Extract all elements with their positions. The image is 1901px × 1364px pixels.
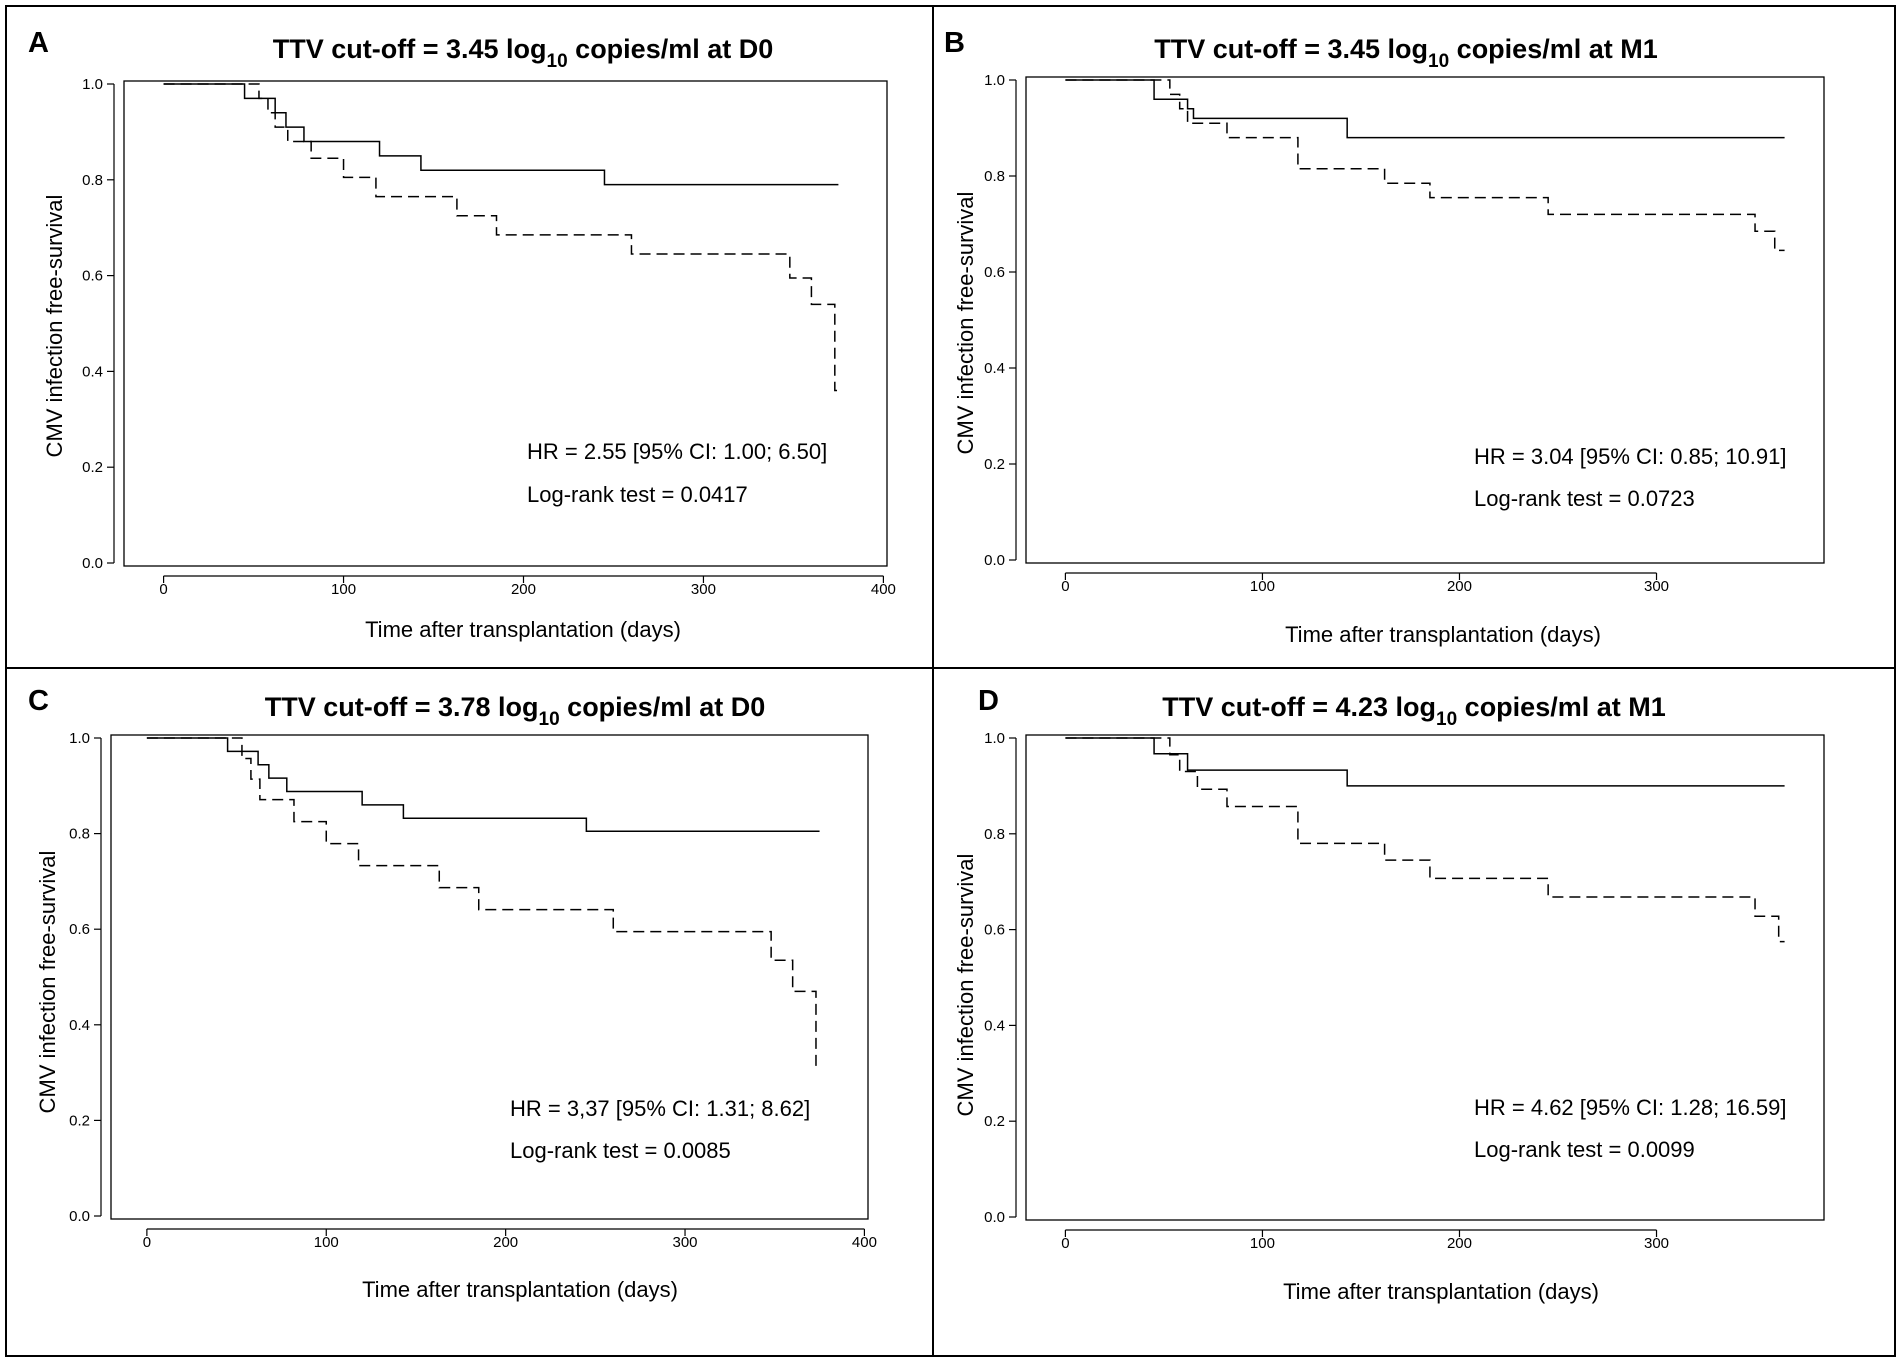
panel-a-y-tick-label: 0.2 xyxy=(82,459,103,476)
panel-a-xlabel: Time after transplantation (days) xyxy=(365,617,681,642)
panel-c-y-tick-label: 1.0 xyxy=(69,730,90,747)
panel-d-y-tick-label: 0.0 xyxy=(984,1209,1005,1226)
panel-c-x-tick-label: 400 xyxy=(852,1234,877,1251)
panel-b-y-tick-label: 0.8 xyxy=(984,168,1005,185)
panel-c-logrank: Log-rank test = 0.0085 xyxy=(510,1138,731,1163)
panel-d: D TTV cut-off = 4.23 log10 copies/ml at … xyxy=(953,685,1825,1304)
panel-a-plot: 0 100 200 300 400 0.0 0.2 0.4 0.6 0.8 1.0 xyxy=(82,76,896,598)
panel-a-plot-frame xyxy=(123,80,888,567)
panel-c-x-tick-label: 300 xyxy=(673,1234,698,1251)
panel-c-dashed-curve xyxy=(146,737,820,1069)
panel-c-y-tick-label: 0.6 xyxy=(69,921,90,938)
panel-d-y-tick-label: 0.4 xyxy=(984,1017,1005,1034)
panel-c-y-tick-label: 0.8 xyxy=(69,826,90,843)
panel-a-logrank: Log-rank test = 0.0417 xyxy=(527,482,748,507)
panel-b-x-tick-label: 300 xyxy=(1644,578,1669,595)
panel-a-y-tick-label: 0.8 xyxy=(82,172,103,189)
panel-c-y-tick-label: 0.2 xyxy=(69,1112,90,1129)
panel-letter-b: B xyxy=(944,27,965,59)
panel-b-y-tick-label: 1.0 xyxy=(984,72,1005,89)
panel-c-y-tick-label: 0.0 xyxy=(69,1208,90,1225)
panel-a-x-tick-label: 400 xyxy=(871,581,896,598)
panel-b-ylabel: CMV infection free-survival xyxy=(953,192,978,455)
panel-d-x-tick-label: 100 xyxy=(1250,1235,1275,1252)
panel-b-plot: 0 100 200 300 0.0 0.2 0.4 0.6 0.8 1.0 xyxy=(984,72,1825,595)
panel-b-plot-frame xyxy=(1025,76,1825,564)
panel-a-ylabel: CMV infection free-survival xyxy=(42,195,67,458)
panel-d-xlabel: Time after transplantation (days) xyxy=(1283,1279,1599,1304)
panel-a-y-tick-label: 0.0 xyxy=(82,555,103,572)
panel-b-y-tick-label: 0.4 xyxy=(984,360,1005,377)
panel-c: C TTV cut-off = 3.78 log10 copies/ml at … xyxy=(28,685,877,1302)
panel-c-x-tick-label: 200 xyxy=(493,1234,518,1251)
panel-d-x-tick-label: 200 xyxy=(1447,1235,1472,1252)
panel-b-y-tick-label: 0.0 xyxy=(984,552,1005,569)
panel-d-plot: 0 100 200 300 0.0 0.2 0.4 0.6 0.8 1.0 xyxy=(984,730,1825,1252)
panel-c-plot: 0 100 200 300 400 0.0 0.2 0.4 0.6 0.8 1.0 xyxy=(69,730,877,1251)
panel-letter-c: C xyxy=(28,685,49,717)
panel-a-y-tick-label: 0.6 xyxy=(82,268,103,285)
panel-b-xlabel: Time after transplantation (days) xyxy=(1285,622,1601,647)
panel-a: A TTV cut-off = 3.45 log10 copies/ml at … xyxy=(28,27,896,642)
panel-d-solid-curve xyxy=(1065,737,1785,787)
panel-b-y-tick-label: 0.6 xyxy=(984,264,1005,281)
panel-d-y-tick-label: 0.2 xyxy=(984,1113,1005,1130)
panel-c-plot-frame xyxy=(110,734,869,1220)
panel-d-dashed-curve xyxy=(1065,737,1785,943)
panel-d-ylabel: CMV infection free-survival xyxy=(953,854,978,1117)
panel-b-solid-curve xyxy=(1065,79,1785,139)
panel-c-hr: HR = 3,37 [95% CI: 1.31; 8.62] xyxy=(510,1096,810,1121)
panel-a-x-tick-label: 300 xyxy=(691,581,716,598)
panel-b: B TTV cut-off = 3.45 log10 copies/ml at … xyxy=(944,27,1825,647)
figure-border xyxy=(5,5,1896,1357)
panel-d-title: TTV cut-off = 4.23 log10 copies/ml at M1 xyxy=(1162,692,1666,730)
panel-b-x-tick-label: 100 xyxy=(1250,578,1275,595)
panel-letter-a: A xyxy=(28,27,49,59)
panel-d-y-tick-label: 0.8 xyxy=(984,826,1005,843)
panel-b-y-tick-label: 0.2 xyxy=(984,456,1005,473)
panel-c-y-tick-label: 0.4 xyxy=(69,1017,90,1034)
panel-a-y-tick-label: 1.0 xyxy=(82,76,103,93)
panel-b-x-tick-label: 0 xyxy=(1061,578,1069,595)
panel-d-x-tick-label: 300 xyxy=(1644,1235,1669,1252)
panel-b-logrank: Log-rank test = 0.0723 xyxy=(1474,486,1695,511)
panel-a-x-tick-label: 200 xyxy=(511,581,536,598)
panel-d-y-tick-label: 0.6 xyxy=(984,922,1005,939)
panel-c-xlabel: Time after transplantation (days) xyxy=(362,1277,678,1302)
panel-c-x-tick-label: 100 xyxy=(314,1234,339,1251)
panel-c-ylabel: CMV infection free-survival xyxy=(35,851,60,1114)
panel-d-hr: HR = 4.62 [95% CI: 1.28; 16.59] xyxy=(1474,1095,1786,1120)
panel-a-x-tick-label: 100 xyxy=(331,581,356,598)
panel-b-hr: HR = 3.04 [95% CI: 0.85; 10.91] xyxy=(1474,444,1786,469)
panel-c-x-tick-label: 0 xyxy=(143,1234,151,1251)
panel-d-logrank: Log-rank test = 0.0099 xyxy=(1474,1137,1695,1162)
panel-a-title: TTV cut-off = 3.45 log10 copies/ml at D0 xyxy=(273,34,774,72)
panel-letter-d: D xyxy=(978,685,999,717)
panel-b-x-tick-label: 200 xyxy=(1447,578,1472,595)
panel-c-title: TTV cut-off = 3.78 log10 copies/ml at D0 xyxy=(265,692,766,730)
panel-a-hr: HR = 2.55 [95% CI: 1.00; 6.50] xyxy=(527,439,827,464)
panel-a-x-tick-label: 0 xyxy=(159,581,167,598)
panel-d-y-tick-label: 1.0 xyxy=(984,730,1005,747)
panel-a-y-tick-label: 0.4 xyxy=(82,363,103,380)
panel-d-plot-frame xyxy=(1025,734,1825,1221)
panel-a-dashed-curve xyxy=(163,83,839,392)
panel-b-title: TTV cut-off = 3.45 log10 copies/ml at M1 xyxy=(1154,34,1658,72)
panel-c-solid-curve xyxy=(146,737,820,832)
panel-b-dashed-curve xyxy=(1065,79,1785,252)
panel-d-x-tick-label: 0 xyxy=(1061,1235,1069,1252)
